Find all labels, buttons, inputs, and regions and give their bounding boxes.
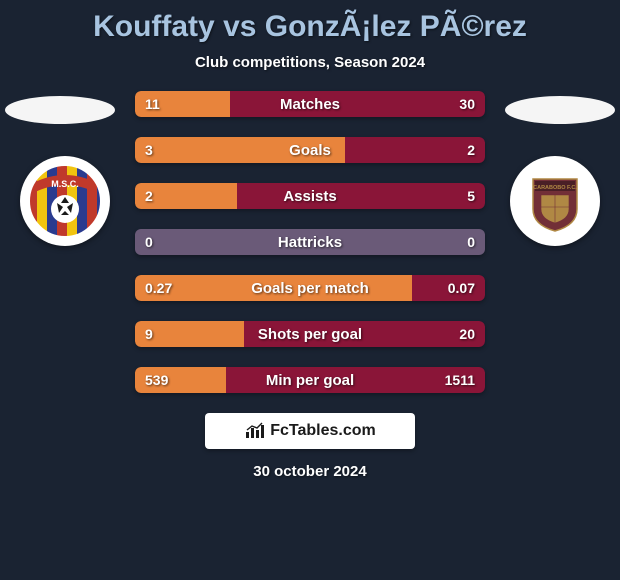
stat-row: 2 Assists 5 — [135, 183, 485, 209]
svg-text:M.S.C.: M.S.C. — [51, 179, 79, 189]
stat-value-left: 0.27 — [145, 280, 172, 296]
stat-value-left: 11 — [145, 96, 160, 112]
club-badge-left: M.S.C. — [20, 156, 110, 246]
stat-value-right: 20 — [459, 326, 475, 342]
club-logo-right: CARABOBO F.C. — [517, 163, 593, 239]
stat-row: 0 Hattricks 0 — [135, 229, 485, 255]
club-logo-left: M.S.C. — [27, 163, 103, 239]
stat-value-right: 5 — [467, 188, 475, 204]
stat-value-left: 539 — [145, 372, 168, 388]
stat-value-left: 3 — [145, 142, 153, 158]
stat-label: Matches — [280, 96, 340, 113]
stat-label: Min per goal — [266, 372, 354, 389]
stat-label: Shots per goal — [258, 326, 362, 343]
stat-value-left: 9 — [145, 326, 153, 342]
stat-row: 539 Min per goal 1511 — [135, 367, 485, 393]
svg-text:CARABOBO F.C.: CARABOBO F.C. — [533, 185, 577, 191]
stat-bar-right — [345, 137, 485, 163]
stat-bar-right — [230, 91, 486, 117]
stat-value-right: 0.07 — [448, 280, 475, 296]
stat-label: Goals per match — [251, 280, 369, 297]
chart-icon — [244, 422, 266, 440]
stats-list: 11 Matches 30 3 Goals 2 2 Assists 5 0 Hattricks 0 0.… — [135, 91, 485, 393]
subtitle: Club competitions, Season 2024 — [0, 54, 620, 71]
stat-label: Goals — [289, 142, 331, 159]
stat-value-left: 0 — [145, 234, 153, 250]
stat-label: Hattricks — [278, 234, 342, 251]
stat-value-right: 30 — [459, 96, 475, 112]
player-ellipse-left — [5, 96, 115, 124]
date-label: 30 october 2024 — [0, 463, 620, 480]
footer-label: FcTables.com — [270, 422, 376, 440]
stat-row: 9 Shots per goal 20 — [135, 321, 485, 347]
stat-label: Assists — [283, 188, 336, 205]
stat-row: 11 Matches 30 — [135, 91, 485, 117]
comparison-area: M.S.C. CARABOBO F.C. 11Matches303Goals22… — [0, 91, 620, 393]
stat-value-right: 2 — [467, 142, 475, 158]
stat-value-right: 1511 — [445, 372, 475, 388]
stat-value-right: 0 — [467, 234, 475, 250]
footer-attribution: FcTables.com — [205, 413, 415, 449]
player-ellipse-right — [505, 96, 615, 124]
page-title: Kouffaty vs GonzÃ¡lez PÃ©rez — [0, 0, 620, 44]
stat-row: 0.27 Goals per match 0.07 — [135, 275, 485, 301]
stat-value-left: 2 — [145, 188, 153, 204]
stat-row: 3 Goals 2 — [135, 137, 485, 163]
club-badge-right: CARABOBO F.C. — [510, 156, 600, 246]
stat-bar-right — [237, 183, 486, 209]
